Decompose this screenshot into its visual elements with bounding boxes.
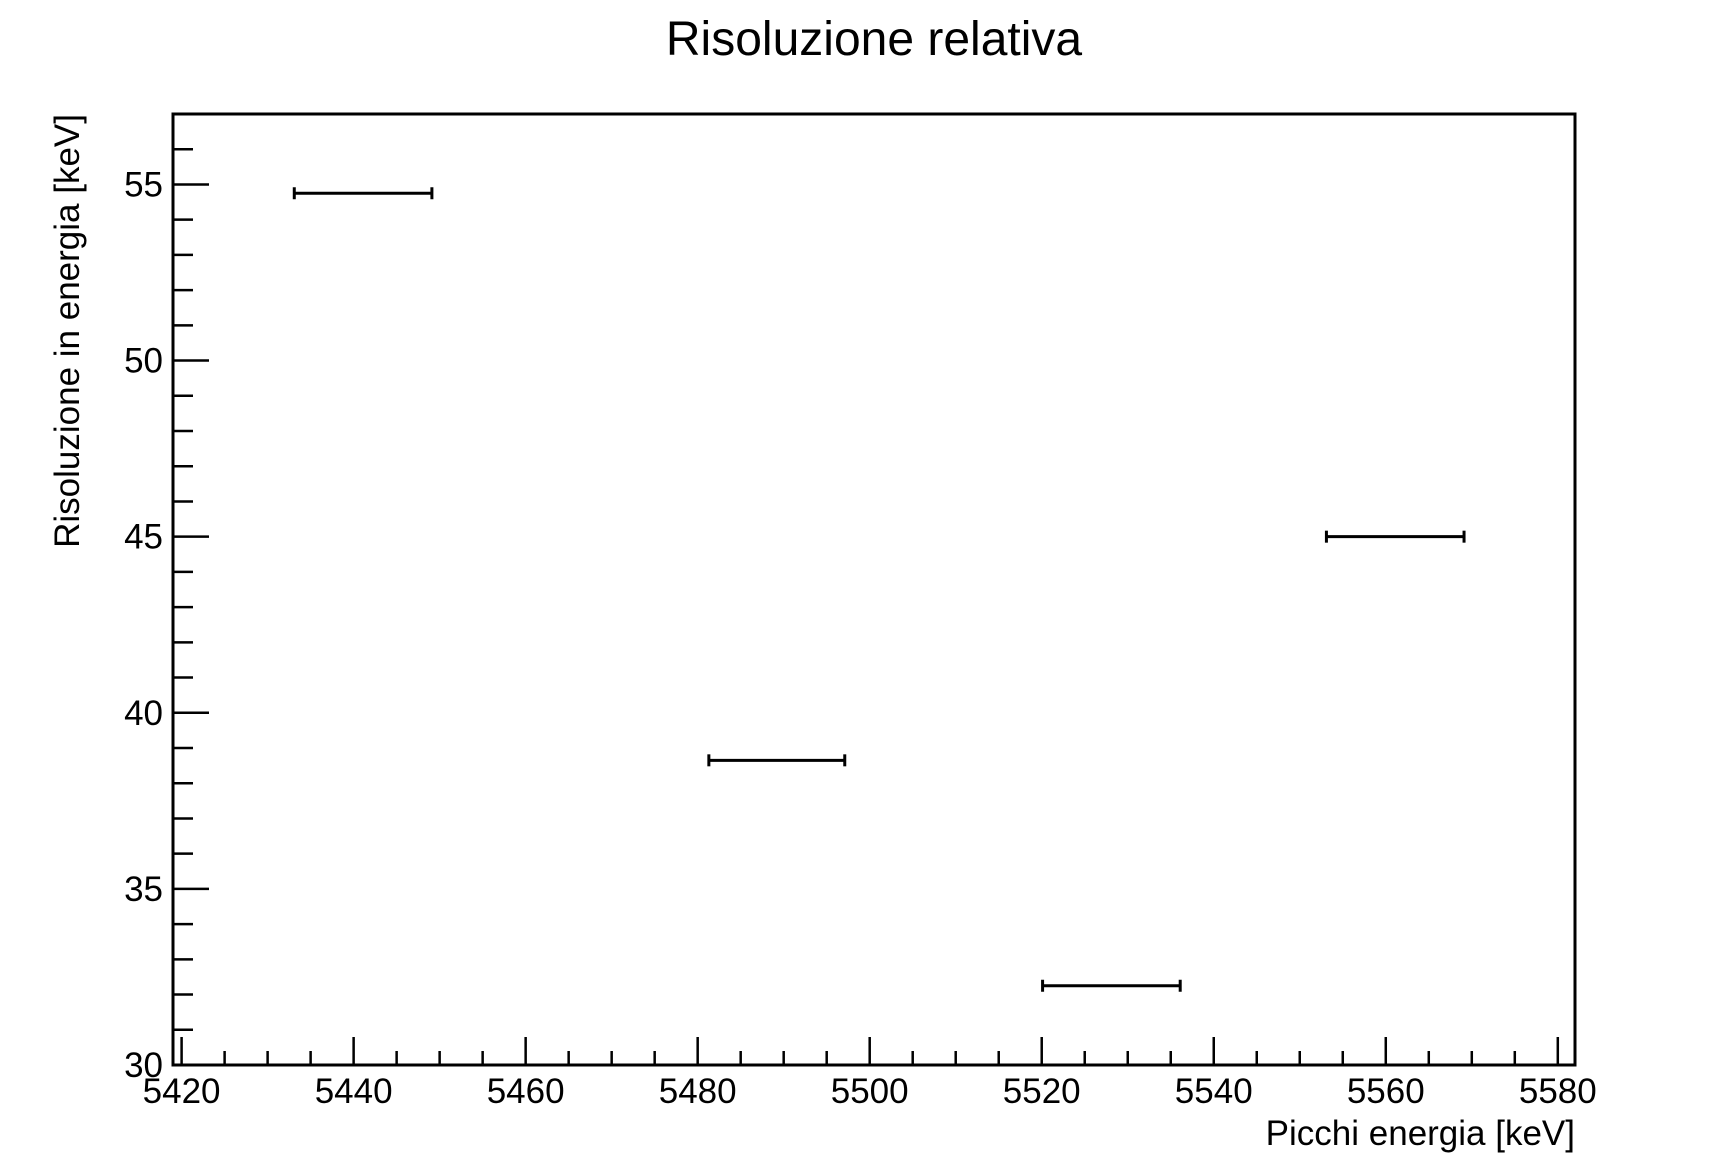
x-tick-label: 5440	[315, 1072, 393, 1111]
x-axis-title: Picchi energia [keV]	[1266, 1114, 1575, 1153]
plot-frame	[171, 112, 1577, 1067]
y-axis: 30 35 40 45 50 55	[124, 112, 209, 1085]
data-series	[292, 187, 1466, 992]
data-point	[1324, 530, 1466, 543]
x-tick-label: 5520	[1003, 1072, 1081, 1111]
y-tick-label: 40	[124, 694, 163, 733]
x-tick-label: 5580	[1519, 1072, 1597, 1111]
y-axis-title: Risoluzione in energia [keV]	[48, 114, 87, 548]
chart-title: Risoluzione relativa	[666, 13, 1083, 66]
x-axis: 5420 5440 5460 5480 5500 5520 5540 5560 5580	[143, 1037, 1597, 1111]
y-tick-label: 45	[124, 518, 163, 557]
data-point	[1041, 979, 1182, 992]
y-tick-label: 55	[124, 165, 163, 204]
x-tick-label: 5420	[143, 1072, 221, 1111]
data-point	[707, 754, 847, 767]
y-tick-label: 50	[124, 342, 163, 381]
y-tick-label: 30	[124, 1046, 163, 1085]
data-point	[292, 187, 434, 200]
x-tick-label: 5560	[1347, 1072, 1425, 1111]
y-tick-label: 35	[124, 870, 163, 909]
x-tick-label: 5480	[659, 1072, 737, 1111]
x-tick-label: 5540	[1175, 1072, 1253, 1111]
x-tick-label: 5500	[831, 1072, 909, 1111]
x-tick-label: 5460	[487, 1072, 565, 1111]
